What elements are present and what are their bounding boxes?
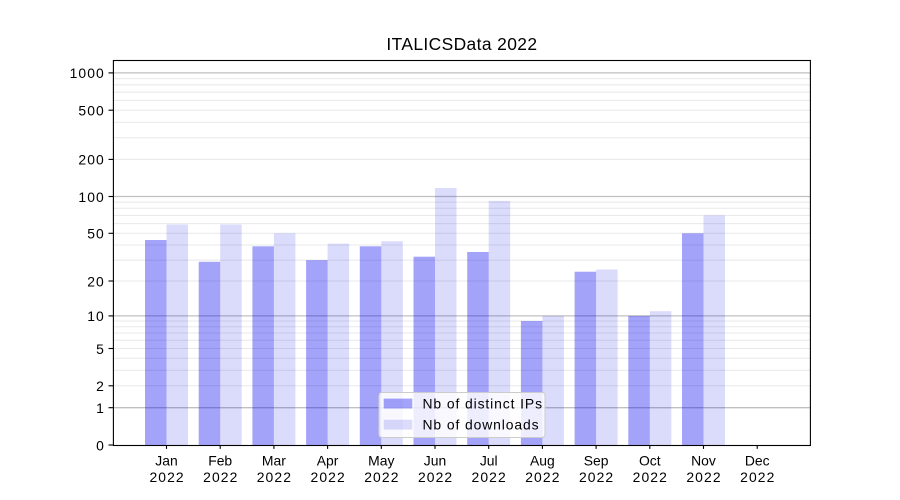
svg-text:2022: 2022 bbox=[418, 469, 453, 485]
svg-text:Mar: Mar bbox=[262, 452, 286, 468]
svg-text:Oct: Oct bbox=[639, 452, 661, 468]
svg-text:10: 10 bbox=[87, 308, 105, 324]
svg-text:2: 2 bbox=[96, 378, 105, 394]
svg-text:2022: 2022 bbox=[203, 469, 238, 485]
svg-text:2022: 2022 bbox=[472, 469, 507, 485]
svg-text:Nb of distinct IPs: Nb of distinct IPs bbox=[423, 396, 543, 412]
svg-text:2022: 2022 bbox=[579, 469, 614, 485]
svg-text:May: May bbox=[368, 452, 394, 468]
svg-text:2022: 2022 bbox=[633, 469, 668, 485]
svg-text:5: 5 bbox=[96, 341, 105, 357]
svg-text:2022: 2022 bbox=[686, 469, 721, 485]
svg-text:Feb: Feb bbox=[208, 452, 232, 468]
svg-text:2022: 2022 bbox=[525, 469, 560, 485]
svg-text:1000: 1000 bbox=[70, 65, 105, 81]
svg-text:20: 20 bbox=[87, 273, 105, 289]
svg-text:2022: 2022 bbox=[311, 469, 346, 485]
svg-text:Apr: Apr bbox=[317, 452, 339, 468]
svg-text:Aug: Aug bbox=[530, 452, 555, 468]
svg-text:200: 200 bbox=[78, 152, 104, 168]
svg-text:Nov: Nov bbox=[691, 452, 716, 468]
svg-text:Dec: Dec bbox=[745, 452, 770, 468]
svg-text:50: 50 bbox=[87, 226, 105, 242]
svg-text:2022: 2022 bbox=[364, 469, 399, 485]
svg-text:0: 0 bbox=[96, 437, 105, 453]
svg-text:Jul: Jul bbox=[480, 452, 498, 468]
svg-text:1: 1 bbox=[96, 400, 105, 416]
svg-text:2022: 2022 bbox=[257, 469, 292, 485]
svg-text:Jan: Jan bbox=[155, 452, 177, 468]
svg-text:100: 100 bbox=[78, 189, 104, 205]
svg-text:500: 500 bbox=[78, 103, 104, 119]
svg-text:Jun: Jun bbox=[424, 452, 446, 468]
svg-text:Sep: Sep bbox=[584, 452, 609, 468]
svg-text:ITALICSData 2022: ITALICSData 2022 bbox=[386, 34, 537, 54]
svg-text:2022: 2022 bbox=[149, 469, 184, 485]
svg-text:2022: 2022 bbox=[740, 469, 775, 485]
svg-text:Nb of downloads: Nb of downloads bbox=[423, 417, 540, 433]
